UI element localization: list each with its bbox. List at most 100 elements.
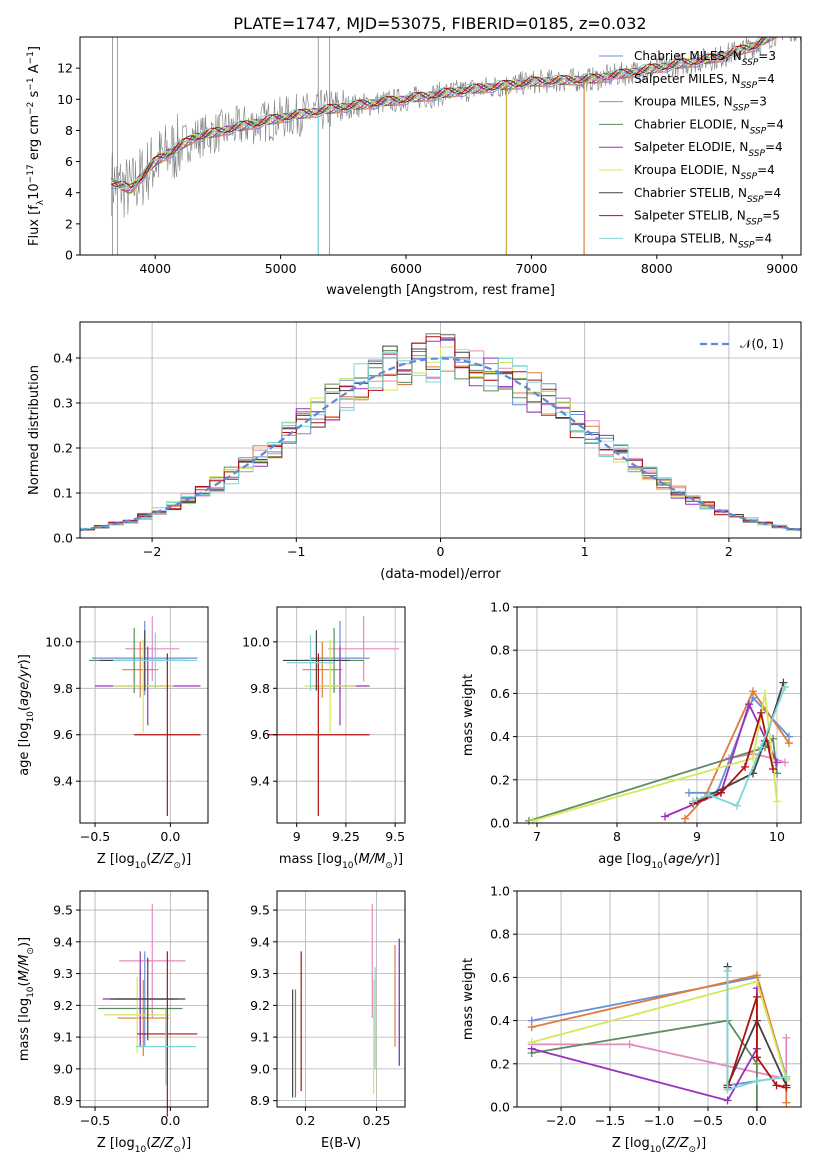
y-axis-label: Flux [fλ10−17 erg cm−2 s−1 A−1] [26,46,46,246]
weight-marker [749,687,757,696]
y-tick-label: 0.1 [53,486,73,501]
x-tick-label: −2.0 [546,1113,576,1128]
weight-marker [779,678,788,687]
legend-entry: Chabrier MILES, NSSP=3 [634,49,776,68]
y-tick-label: 0.0 [490,1100,510,1115]
y-tick-label: 12 [57,61,73,76]
x-tick-label: −1.5 [595,1113,625,1128]
y-tick-label: 9.0 [250,1061,270,1076]
weight-marker [761,689,769,698]
x-axis-label: (data-model)/error [380,567,501,582]
y-axis-label: age [log10(age/yr)] [17,654,36,776]
weight-marker [782,1033,791,1042]
y-tick-label: 10.0 [45,634,73,649]
chart-age-vs-mass: 9 9.25 9.5 9.4 9.6 9.8 10.0 mass [log10(M/M⊙)] [242,606,406,871]
weight-marker [757,708,765,717]
plot-frame [516,606,802,824]
y-tick-label: 10.0 [242,634,270,649]
y-tick-label: 9.1 [250,1030,270,1045]
x-tick-label: 6000 [390,261,422,276]
x-tick-label: 0.2 [295,1113,315,1128]
y-tick-label: 4 [65,185,73,200]
y-tick-label: 9.8 [250,681,270,696]
x-tick-label: 4000 [139,261,171,276]
legend-entry: Kroupa ELODIE, NSSP=4 [634,163,775,182]
weight-marker [782,1072,791,1081]
chart-age-vs-Z: −0.5 0.0 9.4 9.6 9.8 10.0 Z [log10(Z/Z⊙)] age [… [17,606,209,871]
x-tick-label: 0 [437,544,445,559]
chart-spectrum: 4000 5000 6000 7000 8000 9000 0 2 4 6 8 10 12 wavelen… [26,36,802,298]
y-tick-label: 0.6 [490,686,510,701]
weight-marker [625,1040,634,1049]
y-tick-label: 0.6 [490,970,510,985]
weight-marker [752,977,761,986]
y-tick-label: 2 [65,216,73,231]
plot-frame [79,606,209,824]
weight-marker [752,1077,761,1086]
weight-marker [752,992,761,1001]
weight-marker [717,788,725,797]
y-tick-label: 9.4 [53,934,73,949]
x-tick-label: 0.0 [160,1113,180,1128]
weight-line-3 [528,736,778,822]
legend-entry: Salpeter STELIB, NSSP=5 [634,209,780,228]
weight-line-8 [726,970,787,1091]
x-tick-label: 0.25 [363,1113,391,1128]
weight-marker [661,812,669,821]
weight-line-1 [728,752,786,764]
x-tick-label: −1.0 [644,1113,674,1128]
y-tick-label: 0.0 [490,816,510,831]
y-tick-label: 0.2 [490,1056,510,1071]
weight-marker [705,790,713,799]
x-axis-label: Z [log10(Z/Z⊙)] [612,1136,706,1155]
weight-line-5 [532,693,778,822]
legend-entry: Chabrier STELIB, NSSP=4 [634,186,781,205]
x-axis-label: Z [log10(Z/Z⊙)] [97,852,191,871]
plot-frame [79,890,209,1108]
weight-marker [723,966,732,975]
plot-frame [276,890,406,1108]
y-tick-label: 9.3 [53,966,73,981]
legend: Chabrier MILES, NSSP=3 Salpeter MILES, NS… [599,49,784,250]
y-tick-label: 0.4 [53,351,73,366]
x-tick-label: 7 [533,829,541,844]
weight-marker [773,797,781,806]
y-tick-label: 9.6 [250,727,270,742]
weight-marker [685,788,693,797]
y-tick-label: 9.1 [53,1030,73,1045]
x-tick-label: 1 [581,544,589,559]
y-axis-label: mass [log10(M/M⊙)] [17,937,36,1061]
model-line-8 [111,37,773,191]
weight-marker [781,682,789,691]
y-axis-label: Normed distribution [27,365,42,495]
y-tick-label: 9.4 [250,934,270,949]
plot-frame [79,36,802,256]
x-tick-label: 2 [725,544,733,559]
legend-entry: Kroupa MILES, NSSP=3 [634,95,767,114]
y-tick-label: 8.9 [250,1093,270,1108]
y-tick-label: 0.4 [490,1013,510,1028]
weight-marker [527,1023,536,1032]
x-tick-label: −1 [287,544,305,559]
y-tick-label: 9.3 [250,966,270,981]
y-tick-label: 1.0 [490,600,510,615]
weight-marker [773,758,781,767]
y-tick-label: 9.2 [250,998,270,1013]
legend-entry: Chabrier ELODIE, NSSP=4 [634,117,784,136]
x-tick-label: 0.0 [160,829,180,844]
y-tick-label: 9.4 [53,774,73,789]
figure-title: PLATE=1747, MJD=53075, FIBERID=0185, z=0… [233,14,646,33]
legend-entry: Kroupa STELIB, NSSP=4 [634,231,772,250]
y-tick-label: 0.0 [53,531,73,546]
y-tick-label: 0.8 [490,643,510,658]
chart-residuals: −2 −1 0 1 2 0.0 0.1 0.2 0.3 0.4 (data-model)/error… [27,321,802,582]
y-tick-label: 9.6 [53,727,73,742]
x-tick-label: 9000 [766,261,798,276]
gaussian-curve [80,357,801,532]
x-tick-label: 5000 [265,261,297,276]
legend-entry: 𝒩(0, 1) [740,337,784,351]
hist-step-7 [80,336,801,532]
chart-weight-vs-Z: −2.0 −1.5 −1.0 −0.5 0.0 0.0 0.2 0.4 0.6 0.8 1.0 Z [… [461,884,802,1155]
y-tick-label: 10 [57,92,73,107]
